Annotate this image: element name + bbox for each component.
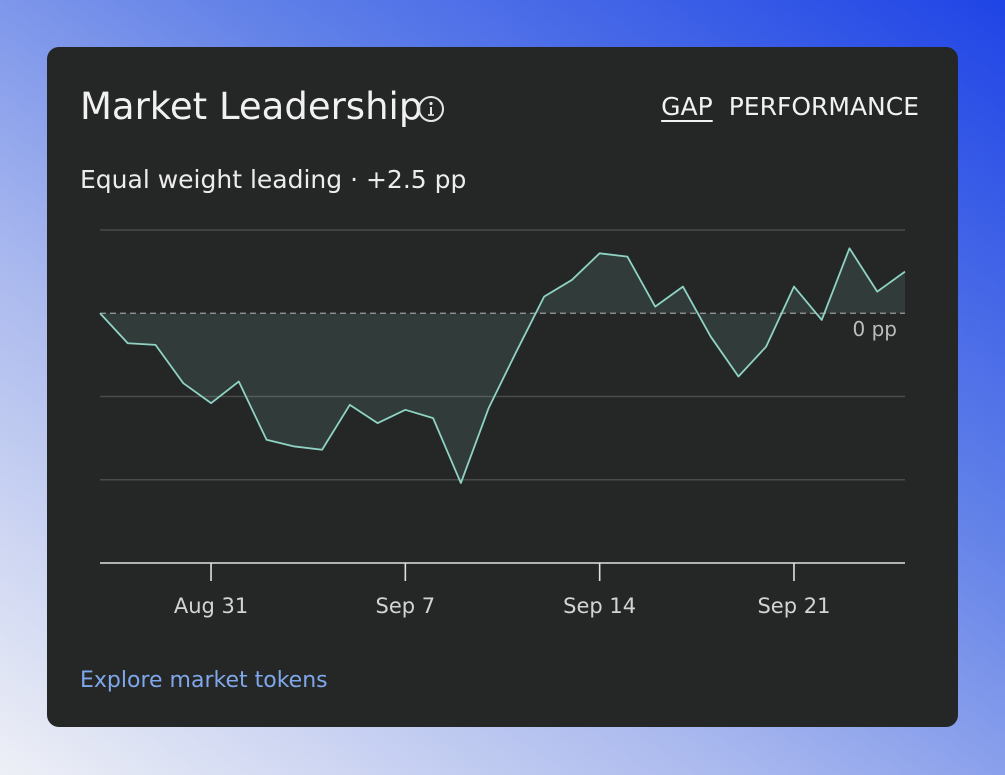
info-icon[interactable] [417,95,445,123]
x-tick-label: Sep 21 [757,594,830,618]
tab[interactable]: PERFORMANCE [728,92,919,121]
card-title: Market Leadership [80,85,423,128]
explore-link[interactable]: Explore market tokens [80,668,328,693]
x-tick-label: Sep 14 [563,594,636,618]
card: Market Leadership GAP PERFORMANCE Equal … [47,47,958,727]
tab[interactable]: GAP [661,92,713,121]
x-tick-label: Sep 7 [376,594,436,618]
y-tick-label: 0 pp [853,317,897,341]
area [100,248,905,484]
line [99,247,906,484]
subtitle: Equal weight leading · +2.5 pp [80,165,467,194]
x-tick-label: Aug 31 [174,594,248,618]
tabs: GAP PERFORMANCE [661,92,919,121]
